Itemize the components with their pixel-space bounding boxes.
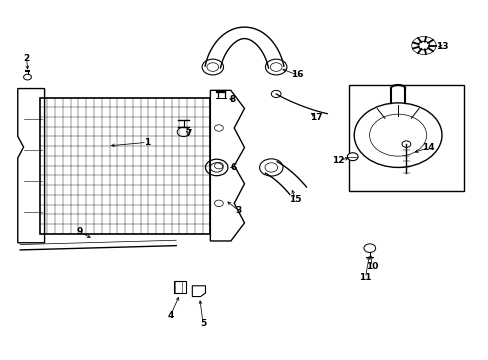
- Text: 12: 12: [332, 156, 344, 165]
- Circle shape: [346, 153, 357, 161]
- Text: 4: 4: [167, 311, 173, 320]
- Text: 10: 10: [366, 262, 378, 271]
- Bar: [173, 282, 186, 293]
- Text: 2: 2: [23, 54, 30, 63]
- Text: 17: 17: [310, 113, 322, 122]
- Text: 1: 1: [143, 138, 150, 147]
- Bar: [348, 85, 463, 191]
- Text: 3: 3: [235, 206, 241, 215]
- Text: 7: 7: [185, 129, 191, 138]
- Text: 15: 15: [289, 194, 301, 203]
- Bar: [40, 98, 210, 234]
- Text: 9: 9: [77, 228, 83, 237]
- Text: 11: 11: [359, 273, 371, 282]
- Text: 6: 6: [230, 163, 236, 172]
- Text: 5: 5: [200, 319, 206, 328]
- Text: 13: 13: [435, 42, 447, 51]
- Text: 8: 8: [229, 95, 235, 104]
- Text: 14: 14: [422, 143, 434, 152]
- Text: 16: 16: [290, 71, 303, 80]
